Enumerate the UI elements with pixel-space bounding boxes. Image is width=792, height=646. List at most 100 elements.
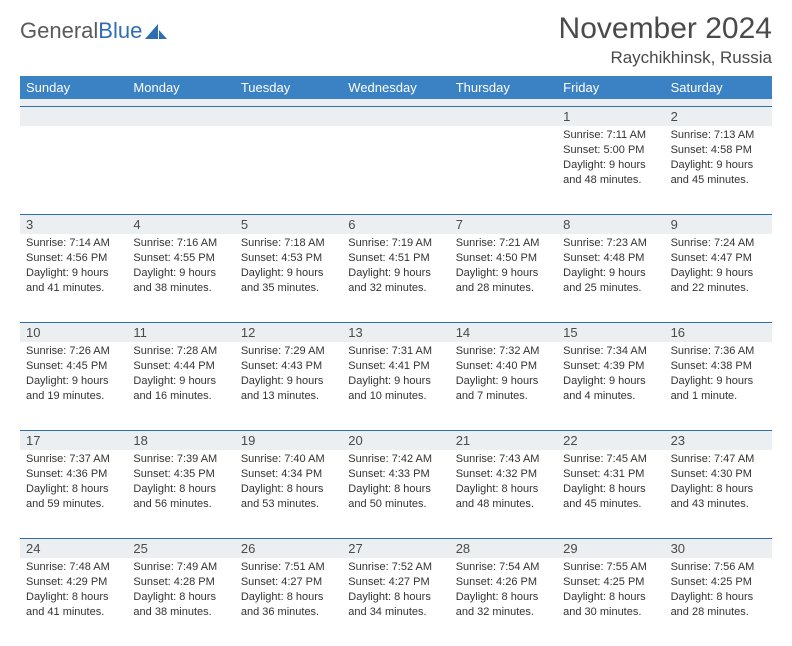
daylight-2: and 56 minutes. [133, 497, 228, 512]
day-number: 12 [235, 323, 342, 342]
daylight-1: Daylight: 8 hours [563, 590, 658, 605]
day-number: 5 [235, 215, 342, 234]
sunrise: Sunrise: 7:32 AM [456, 344, 551, 359]
sunset: Sunset: 4:32 PM [456, 467, 551, 482]
day-details: Sunrise: 7:32 AMSunset: 4:40 PMDaylight:… [450, 342, 557, 407]
day-cell: Sunrise: 7:43 AMSunset: 4:32 PMDaylight:… [450, 450, 557, 538]
sunrise: Sunrise: 7:21 AM [456, 236, 551, 251]
daylight-1: Daylight: 8 hours [671, 482, 766, 497]
day-number [127, 107, 234, 126]
sunset: Sunset: 4:25 PM [671, 575, 766, 590]
sunrise: Sunrise: 7:36 AM [671, 344, 766, 359]
day-number [235, 107, 342, 126]
daylight-2: and 22 minutes. [671, 281, 766, 296]
daylight-2: and 35 minutes. [241, 281, 336, 296]
day-number: 13 [342, 323, 449, 342]
daylight-1: Daylight: 8 hours [348, 482, 443, 497]
day-number: 6 [342, 215, 449, 234]
day-details: Sunrise: 7:26 AMSunset: 4:45 PMDaylight:… [20, 342, 127, 407]
daynum-row: 10111213141516 [20, 322, 772, 342]
sunset: Sunset: 4:48 PM [563, 251, 658, 266]
calendar: Sunday Monday Tuesday Wednesday Thursday… [20, 76, 772, 646]
day-cell: Sunrise: 7:13 AMSunset: 4:58 PMDaylight:… [665, 126, 772, 214]
sunrise: Sunrise: 7:48 AM [26, 560, 121, 575]
day-cell: Sunrise: 7:32 AMSunset: 4:40 PMDaylight:… [450, 342, 557, 430]
day-details: Sunrise: 7:47 AMSunset: 4:30 PMDaylight:… [665, 450, 772, 515]
daylight-2: and 13 minutes. [241, 389, 336, 404]
day-number: 17 [20, 431, 127, 450]
day-details: Sunrise: 7:18 AMSunset: 4:53 PMDaylight:… [235, 234, 342, 299]
day-cell: Sunrise: 7:29 AMSunset: 4:43 PMDaylight:… [235, 342, 342, 430]
day-cell: Sunrise: 7:23 AMSunset: 4:48 PMDaylight:… [557, 234, 664, 322]
day-cell [450, 126, 557, 214]
sunset: Sunset: 4:30 PM [671, 467, 766, 482]
day-number [342, 107, 449, 126]
day-cell: Sunrise: 7:34 AMSunset: 4:39 PMDaylight:… [557, 342, 664, 430]
day-number: 18 [127, 431, 234, 450]
daylight-2: and 25 minutes. [563, 281, 658, 296]
daylight-1: Daylight: 9 hours [456, 374, 551, 389]
weekday-header: Sunday Monday Tuesday Wednesday Thursday… [20, 76, 772, 99]
day-details: Sunrise: 7:54 AMSunset: 4:26 PMDaylight:… [450, 558, 557, 623]
day-details: Sunrise: 7:40 AMSunset: 4:34 PMDaylight:… [235, 450, 342, 515]
day-number: 21 [450, 431, 557, 450]
daylight-1: Daylight: 8 hours [348, 590, 443, 605]
sunset: Sunset: 4:45 PM [26, 359, 121, 374]
daylight-1: Daylight: 9 hours [671, 374, 766, 389]
spacer [20, 99, 772, 107]
day-details: Sunrise: 7:36 AMSunset: 4:38 PMDaylight:… [665, 342, 772, 407]
daylight-1: Daylight: 9 hours [241, 266, 336, 281]
day-number: 27 [342, 539, 449, 558]
day-number: 16 [665, 323, 772, 342]
day-details: Sunrise: 7:31 AMSunset: 4:41 PMDaylight:… [342, 342, 449, 407]
day-cell: Sunrise: 7:16 AMSunset: 4:55 PMDaylight:… [127, 234, 234, 322]
daylight-2: and 1 minute. [671, 389, 766, 404]
day-number: 29 [557, 539, 664, 558]
daylight-1: Daylight: 8 hours [241, 590, 336, 605]
day-cell: Sunrise: 7:51 AMSunset: 4:27 PMDaylight:… [235, 558, 342, 646]
sunrise: Sunrise: 7:18 AM [241, 236, 336, 251]
sunrise: Sunrise: 7:55 AM [563, 560, 658, 575]
sunrise: Sunrise: 7:13 AM [671, 128, 766, 143]
week-row: Sunrise: 7:14 AMSunset: 4:56 PMDaylight:… [20, 234, 772, 322]
day-number: 10 [20, 323, 127, 342]
day-cell: Sunrise: 7:21 AMSunset: 4:50 PMDaylight:… [450, 234, 557, 322]
day-details [20, 126, 127, 132]
sunset: Sunset: 4:56 PM [26, 251, 121, 266]
day-number: 25 [127, 539, 234, 558]
day-details: Sunrise: 7:42 AMSunset: 4:33 PMDaylight:… [342, 450, 449, 515]
logo: GeneralBlue [20, 12, 167, 44]
daylight-1: Daylight: 9 hours [133, 266, 228, 281]
daylight-2: and 45 minutes. [563, 497, 658, 512]
daylight-1: Daylight: 8 hours [133, 482, 228, 497]
day-details: Sunrise: 7:56 AMSunset: 4:25 PMDaylight:… [665, 558, 772, 623]
sunset: Sunset: 4:55 PM [133, 251, 228, 266]
daylight-2: and 32 minutes. [348, 281, 443, 296]
sunrise: Sunrise: 7:24 AM [671, 236, 766, 251]
day-number: 8 [557, 215, 664, 234]
day-details: Sunrise: 7:28 AMSunset: 4:44 PMDaylight:… [127, 342, 234, 407]
sunset: Sunset: 4:44 PM [133, 359, 228, 374]
day-details: Sunrise: 7:45 AMSunset: 4:31 PMDaylight:… [557, 450, 664, 515]
day-details: Sunrise: 7:39 AMSunset: 4:35 PMDaylight:… [127, 450, 234, 515]
daylight-2: and 48 minutes. [456, 497, 551, 512]
daynum-row: 24252627282930 [20, 538, 772, 558]
sunrise: Sunrise: 7:51 AM [241, 560, 336, 575]
weekday-wed: Wednesday [342, 76, 449, 99]
day-cell [20, 126, 127, 214]
day-details: Sunrise: 7:24 AMSunset: 4:47 PMDaylight:… [665, 234, 772, 299]
day-details: Sunrise: 7:29 AMSunset: 4:43 PMDaylight:… [235, 342, 342, 407]
day-cell: Sunrise: 7:26 AMSunset: 4:45 PMDaylight:… [20, 342, 127, 430]
daylight-1: Daylight: 9 hours [348, 374, 443, 389]
daylight-2: and 50 minutes. [348, 497, 443, 512]
logo-text-blue: Blue [98, 18, 142, 44]
sunrise: Sunrise: 7:42 AM [348, 452, 443, 467]
sunrise: Sunrise: 7:19 AM [348, 236, 443, 251]
day-number: 1 [557, 107, 664, 126]
sunset: Sunset: 4:38 PM [671, 359, 766, 374]
daylight-2: and 4 minutes. [563, 389, 658, 404]
weekday-mon: Monday [127, 76, 234, 99]
day-cell: Sunrise: 7:14 AMSunset: 4:56 PMDaylight:… [20, 234, 127, 322]
daylight-1: Daylight: 9 hours [348, 266, 443, 281]
day-details: Sunrise: 7:51 AMSunset: 4:27 PMDaylight:… [235, 558, 342, 623]
